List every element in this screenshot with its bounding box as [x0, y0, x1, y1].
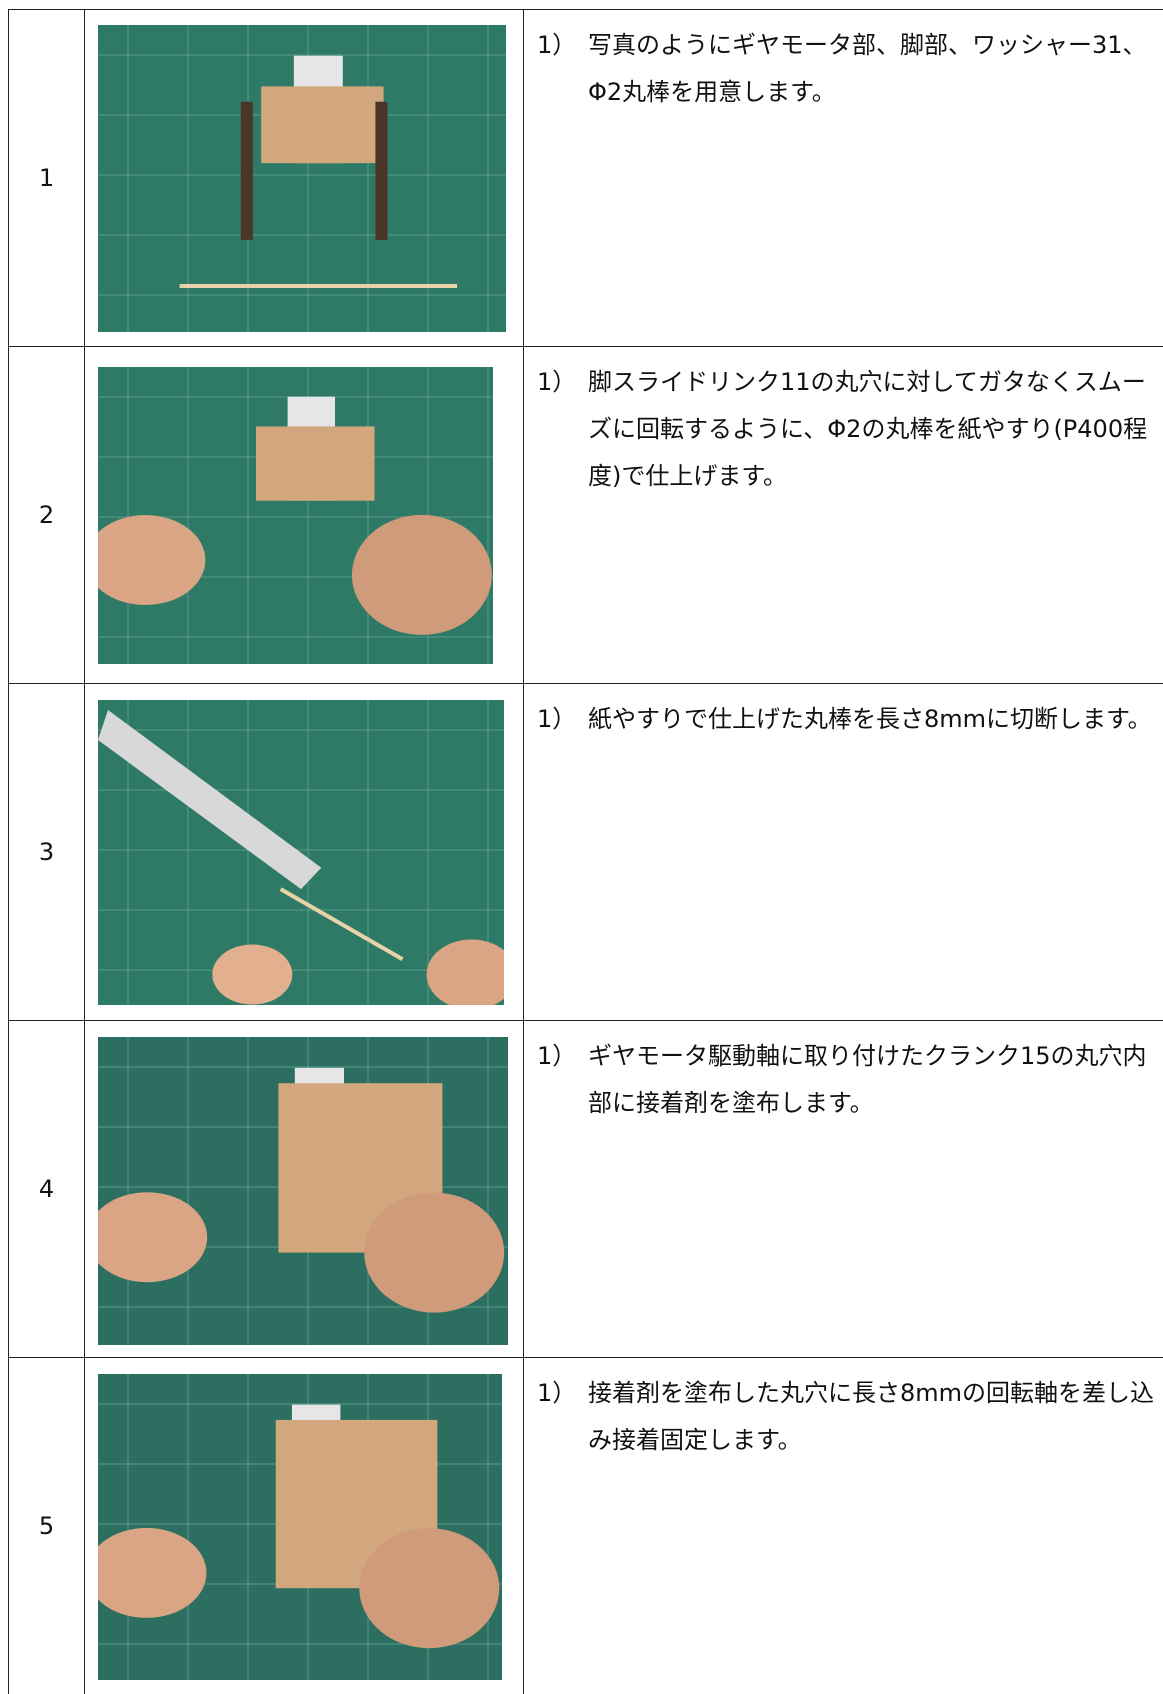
photo-detail	[364, 1192, 505, 1313]
table-row: 5 1） 接着剤を塗布した丸穴に長さ8mmの回転軸を差し込み接着固定します。	[8, 1356, 1163, 1694]
step-text: 脚スライドリンク11の丸穴に対してガタなくスムーズに回転するように、Φ2の丸棒を…	[588, 367, 1148, 490]
photo-detail	[240, 101, 253, 240]
step-text: 接着剤を塗布した丸穴に長さ8mmの回転軸を差し込み接着固定します。	[588, 1378, 1155, 1454]
step-text: ギヤモータ駆動軸に取り付けたクランク15の丸穴内部に接着剤を塗布します。	[588, 1041, 1147, 1117]
table-row: 3 1） 紙やすりで仕上げた丸棒を長さ8mmに切断します。	[8, 682, 1163, 1020]
step-number: 5	[9, 1357, 85, 1694]
photo-cell	[85, 346, 524, 683]
photo-cell	[85, 9, 524, 346]
photo-cell	[85, 683, 524, 1020]
photo	[98, 699, 504, 1005]
step-number: 1	[9, 9, 85, 346]
step-label: 1）	[537, 1041, 577, 1070]
step-text: 写真のようにギヤモータ部、脚部、ワッシャー31、Φ2丸棒を用意します。	[588, 30, 1147, 106]
photo	[98, 366, 493, 664]
step-label: 1）	[537, 704, 577, 733]
photo-detail	[98, 1191, 208, 1282]
step-number: 3	[9, 683, 85, 1020]
step-number: 4	[9, 1020, 85, 1357]
photo	[98, 24, 506, 332]
table-row: 1 1） 写真のようにギヤモータ部、脚部、ワッシャー31、Φ2丸棒を用意します。	[8, 8, 1163, 346]
photo-detail	[98, 514, 206, 605]
photo	[98, 1373, 502, 1680]
step-number: 2	[9, 346, 85, 683]
photo-detail	[261, 85, 384, 163]
photo-detail	[359, 1527, 500, 1648]
step-label: 1）	[537, 1378, 577, 1407]
photo-detail	[351, 514, 492, 635]
table-row: 4 1） ギヤモータ駆動軸に取り付けたクランク15の丸穴内部に接着剤を塗布します。	[8, 1019, 1163, 1357]
photo-cell	[85, 1020, 524, 1357]
table-row: 2 1） 脚スライドリンク11の丸穴に対してガタなくスムーズに回転するように、Φ2の…	[8, 345, 1163, 683]
photo-detail	[212, 944, 293, 1005]
photo-detail	[375, 101, 388, 240]
step-label: 1）	[537, 30, 577, 59]
photo-detail	[279, 886, 404, 961]
photo-detail	[426, 939, 504, 1005]
photo	[98, 1036, 508, 1345]
step-label: 1）	[537, 367, 577, 396]
photo-detail	[98, 1527, 207, 1618]
step-text: 紙やすりで仕上げた丸棒を長さ8mmに切断します。	[588, 704, 1152, 733]
photo-detail	[98, 709, 322, 889]
photo-detail	[256, 425, 375, 501]
photo-cell	[85, 1357, 524, 1694]
